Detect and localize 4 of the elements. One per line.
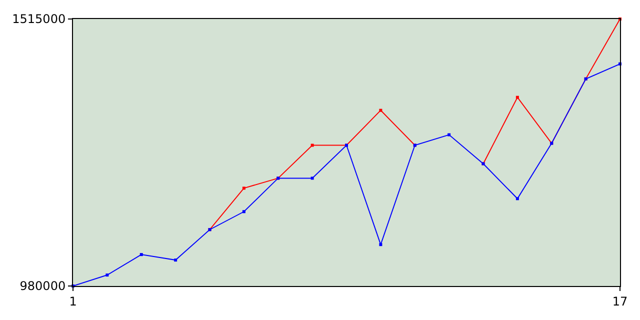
y-tick-label: 980000	[20, 279, 66, 294]
y-tick-label: 1515000	[12, 12, 66, 26]
x-tick-label: 1	[69, 294, 77, 308]
x-tick-label: 17	[612, 294, 628, 308]
